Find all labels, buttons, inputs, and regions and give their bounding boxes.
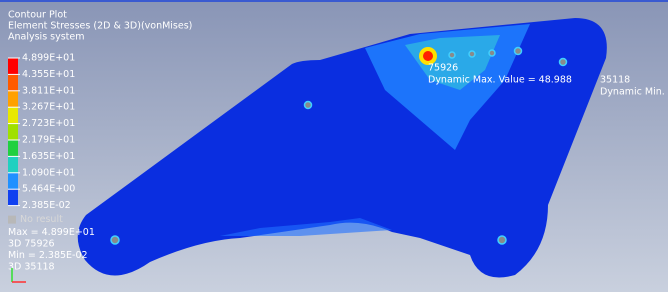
- hole: [449, 52, 455, 58]
- legend-label: 1.090E+01: [22, 167, 75, 178]
- min-label: Dynamic Min. V: [600, 87, 668, 98]
- hole: [498, 236, 506, 244]
- legend-label: 5.464E+00: [22, 184, 75, 195]
- legend-label: 4.355E+01: [22, 69, 75, 80]
- min-node-id: 35118: [600, 75, 630, 86]
- hole: [305, 102, 312, 109]
- legend-swatch: [8, 156, 18, 172]
- legend-label: 2.385E-02: [22, 200, 71, 211]
- legend-swatch: [8, 124, 18, 140]
- legend-label: 3.267E+01: [22, 102, 75, 113]
- legend-swatch: [8, 173, 18, 189]
- contour-view: Contour Plot Element Stresses (2D & 3D)(…: [0, 0, 668, 292]
- legend-swatch: [8, 189, 18, 205]
- legend-label: 4.899E+01: [22, 53, 75, 64]
- legend-label: 1.635E+01: [22, 151, 75, 162]
- no-result-swatch: [8, 216, 16, 224]
- summary-line: 3D 75926: [8, 239, 55, 250]
- legend-label: 3.811E+01: [22, 85, 75, 96]
- header-line: Analysis system: [8, 32, 85, 43]
- hole: [111, 236, 119, 244]
- legend-swatch: [8, 140, 18, 156]
- top-border: [0, 0, 668, 2]
- hole: [469, 51, 475, 57]
- legend-label: 2.179E+01: [22, 135, 75, 146]
- legend-label: 2.723E+01: [22, 118, 75, 129]
- legend-swatch: [8, 107, 18, 123]
- header-line: Element Stresses (2D & 3D)(vonMises): [8, 21, 192, 32]
- summary-line: Min = 2.385E-02: [8, 250, 88, 261]
- hole: [515, 48, 522, 55]
- hotspot-core: [423, 51, 433, 61]
- summary-line: 3D 35118: [8, 262, 55, 273]
- max-node-id: 75926: [428, 63, 458, 74]
- hole: [489, 50, 495, 56]
- hole: [560, 59, 567, 66]
- legend-swatch: [8, 58, 18, 74]
- no-result-label: No result: [20, 214, 63, 225]
- legend-swatch: [8, 91, 18, 107]
- legend-swatch: [8, 74, 18, 90]
- summary-line: Max = 4.899E+01: [8, 227, 95, 238]
- viewport: Contour Plot Element Stresses (2D & 3D)(…: [0, 0, 668, 292]
- max-label: Dynamic Max. Value = 48.988: [428, 75, 572, 86]
- header-line: Contour Plot: [8, 10, 67, 21]
